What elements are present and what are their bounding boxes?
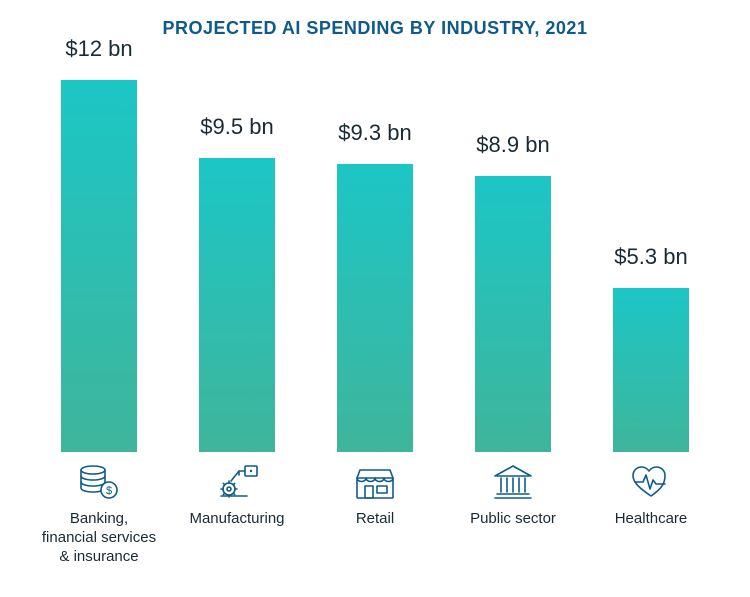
x-axis: $ Banking,financial services& insuranceMa… xyxy=(30,452,720,597)
bar-banking xyxy=(61,80,137,452)
category-retail: Retail xyxy=(306,452,444,529)
category-label: Public sector xyxy=(444,510,582,529)
bar-public-sector xyxy=(475,176,551,452)
public-sector-icon xyxy=(444,460,582,504)
bar-retail xyxy=(337,164,413,452)
category-public-sector: Public sector xyxy=(444,452,582,529)
bar-value-label: $9.3 bn xyxy=(306,120,444,146)
bar-value-label: $5.3 bn xyxy=(582,244,720,270)
bar-value-label: $8.9 bn xyxy=(444,132,582,158)
bar-healthcare xyxy=(613,288,689,452)
bar-value-label: $9.5 bn xyxy=(168,114,306,140)
ai-spending-bar-chart: PROJECTED AI SPENDING BY INDUSTRY, 2021 … xyxy=(0,0,750,597)
manufacturing-icon xyxy=(168,460,306,504)
category-label: Manufacturing xyxy=(168,510,306,529)
category-manufacturing: Manufacturing xyxy=(168,452,306,529)
bar-value-label: $12 bn xyxy=(30,36,168,62)
category-label: Retail xyxy=(306,510,444,529)
category-label: Healthcare xyxy=(582,510,720,529)
healthcare-icon xyxy=(582,460,720,504)
category-label: Banking,financial services& insurance xyxy=(30,510,168,566)
retail-icon xyxy=(306,460,444,504)
plot-area: $12 bn$9.5 bn$9.3 bn$8.9 bn$5.3 bn xyxy=(30,80,720,452)
category-banking: $ Banking,financial services& insurance xyxy=(30,452,168,566)
bar-manufacturing xyxy=(199,158,275,453)
banking-icon: $ xyxy=(30,460,168,504)
svg-text:$: $ xyxy=(106,485,112,497)
category-healthcare: Healthcare xyxy=(582,452,720,529)
